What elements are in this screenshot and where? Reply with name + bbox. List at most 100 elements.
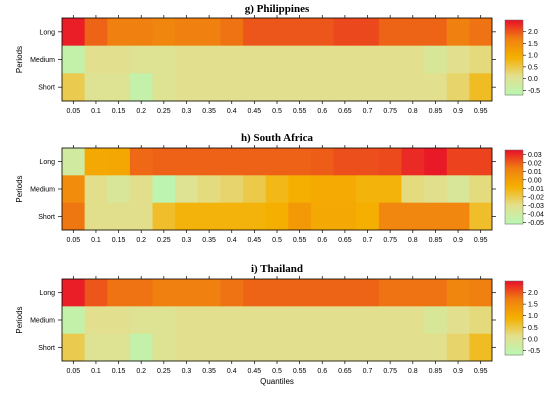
- heatmap-cell: [469, 306, 493, 335]
- heatmap-cell: [378, 175, 402, 204]
- legend-swatch: [505, 21, 523, 25]
- x-tick-label: 0.25: [157, 368, 171, 375]
- legend-swatch: [505, 179, 523, 182]
- x-tick-label: 0.75: [383, 108, 397, 115]
- heatmap-cell: [265, 73, 289, 102]
- heatmap-cell: [401, 333, 425, 362]
- heatmap-cell: [310, 73, 334, 102]
- legend-swatch: [505, 282, 523, 286]
- x-tick-label: 0.95: [474, 237, 488, 244]
- y-tick-label: Medium: [30, 318, 55, 325]
- heatmap-cell: [197, 306, 221, 335]
- legend-swatch: [505, 342, 523, 345]
- y-tick-label: Short: [38, 85, 55, 92]
- legend-swatch: [505, 306, 523, 310]
- x-tick-label: 0.55: [293, 368, 307, 375]
- heatmap-cell: [310, 175, 334, 204]
- legend-swatch: [505, 218, 523, 221]
- legend-swatch: [505, 157, 523, 160]
- x-tick-label: 0.85: [429, 108, 443, 115]
- legend-swatch: [505, 303, 523, 306]
- heatmap-cell: [401, 175, 425, 204]
- x-tick-label: 0.2: [136, 108, 146, 115]
- heatmap-cell: [333, 45, 357, 74]
- heatmap-cell: [401, 45, 425, 74]
- legend-swatch: [505, 220, 523, 223]
- legend-swatch: [505, 353, 523, 356]
- panel-title: i) Thailand: [251, 263, 303, 275]
- heatmap-cell: [152, 45, 176, 74]
- legend-swatch: [505, 174, 523, 177]
- legend-swatch: [505, 316, 523, 319]
- legend-tick-label: -0.01: [528, 186, 544, 193]
- legend-swatch: [505, 330, 523, 334]
- x-tick-label: 0.55: [293, 108, 307, 115]
- heatmap-cell: [107, 18, 131, 47]
- legend-swatch: [505, 183, 523, 186]
- x-tick-label: 0.3: [182, 368, 192, 375]
- legend-tick-label: 2.0: [528, 290, 538, 297]
- heatmap-cell: [220, 279, 244, 307]
- heatmap-cell: [152, 175, 176, 204]
- heatmap-cell: [84, 73, 108, 102]
- heatmap-cell: [401, 18, 425, 47]
- heatmap-cell: [107, 73, 131, 102]
- x-tick-label: 0.15: [112, 237, 126, 244]
- heatmap-cell: [378, 18, 402, 47]
- legend-swatch: [505, 325, 523, 328]
- legend-swatch: [505, 151, 523, 155]
- x-tick-label: 0.1: [91, 108, 101, 115]
- y-axis-label: Periods: [15, 175, 24, 202]
- heatmap-cell: [243, 18, 267, 47]
- legend-swatch: [505, 310, 523, 313]
- heatmap-cell: [424, 148, 448, 176]
- legend-swatch: [505, 314, 523, 317]
- heatmap-cell: [356, 202, 380, 231]
- heatmap-cell: [356, 175, 380, 204]
- heatmap-cell: [424, 175, 448, 204]
- heatmap-cell: [265, 306, 289, 335]
- heatmap-cell: [62, 73, 86, 102]
- legend-swatch: [505, 301, 523, 304]
- legend-swatch: [505, 23, 523, 27]
- x-tick-label: 0.7: [363, 237, 373, 244]
- legend-swatch: [505, 305, 523, 308]
- legend-swatch: [505, 190, 523, 193]
- x-tick-label: 0.7: [363, 368, 373, 375]
- x-tick-label: 0.65: [338, 368, 352, 375]
- legend-tick-label: -0.02: [528, 194, 544, 201]
- legend-tick-label: 0.01: [528, 169, 542, 176]
- x-tick-label: 0.9: [453, 237, 463, 244]
- heatmap-cell: [288, 45, 312, 74]
- heatmap-cell: [152, 279, 176, 307]
- heatmap-cell: [197, 279, 221, 307]
- legend-swatch: [505, 351, 523, 354]
- legend-swatch: [505, 214, 523, 217]
- x-tick-label: 0.4: [227, 368, 237, 375]
- heatmap-cell: [107, 279, 131, 307]
- x-tick-label: 0.85: [429, 237, 443, 244]
- legend-swatch: [505, 212, 523, 216]
- legend-swatch: [505, 91, 523, 94]
- heatmap-cell: [288, 148, 312, 176]
- legend-swatch: [505, 349, 523, 352]
- heatmap-cell: [84, 306, 108, 335]
- x-tick-label: 0.45: [248, 368, 262, 375]
- heatmap-cell: [152, 333, 176, 362]
- x-tick-label: 0.1: [91, 368, 101, 375]
- x-tick-label: 0.05: [67, 368, 81, 375]
- heatmap-cell: [220, 306, 244, 335]
- legend-swatch: [505, 29, 523, 32]
- legend-swatch: [505, 168, 523, 171]
- heatmap-cell: [310, 279, 334, 307]
- x-tick-label: 0.8: [408, 108, 418, 115]
- x-tick-label: 0.8: [408, 237, 418, 244]
- heatmap-cell: [401, 148, 425, 176]
- heatmap-cell: [333, 333, 357, 362]
- panel-title: h) South Africa: [241, 132, 314, 144]
- x-tick-label: 0.45: [248, 108, 262, 115]
- legend-swatch: [505, 59, 523, 62]
- x-tick-label: 0.6: [317, 108, 327, 115]
- heatmap-cell: [469, 18, 493, 47]
